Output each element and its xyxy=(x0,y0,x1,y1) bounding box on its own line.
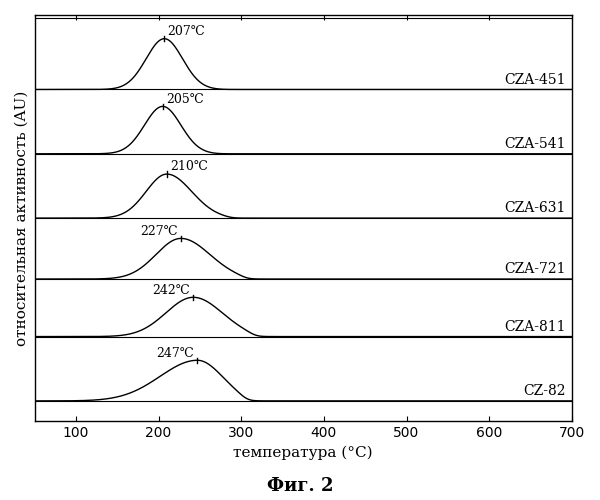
Text: 247℃: 247℃ xyxy=(157,346,194,360)
Text: CZA-541: CZA-541 xyxy=(505,137,566,151)
Text: CZA-721: CZA-721 xyxy=(505,262,566,276)
Text: 207℃: 207℃ xyxy=(167,25,205,38)
Text: CZ-82: CZ-82 xyxy=(524,384,566,398)
Y-axis label: относительная активность (AU): относительная активность (AU) xyxy=(15,90,29,346)
Text: 227℃: 227℃ xyxy=(140,224,178,237)
Text: CZA-631: CZA-631 xyxy=(505,202,566,215)
Text: 205℃: 205℃ xyxy=(166,92,204,106)
Text: CZA-811: CZA-811 xyxy=(505,320,566,334)
Text: 210℃: 210℃ xyxy=(170,160,208,173)
Text: CZA-451: CZA-451 xyxy=(505,73,566,87)
Text: Фиг. 2: Фиг. 2 xyxy=(267,477,333,495)
Text: 242℃: 242℃ xyxy=(152,284,190,296)
X-axis label: температура (°C): температура (°C) xyxy=(233,446,373,460)
